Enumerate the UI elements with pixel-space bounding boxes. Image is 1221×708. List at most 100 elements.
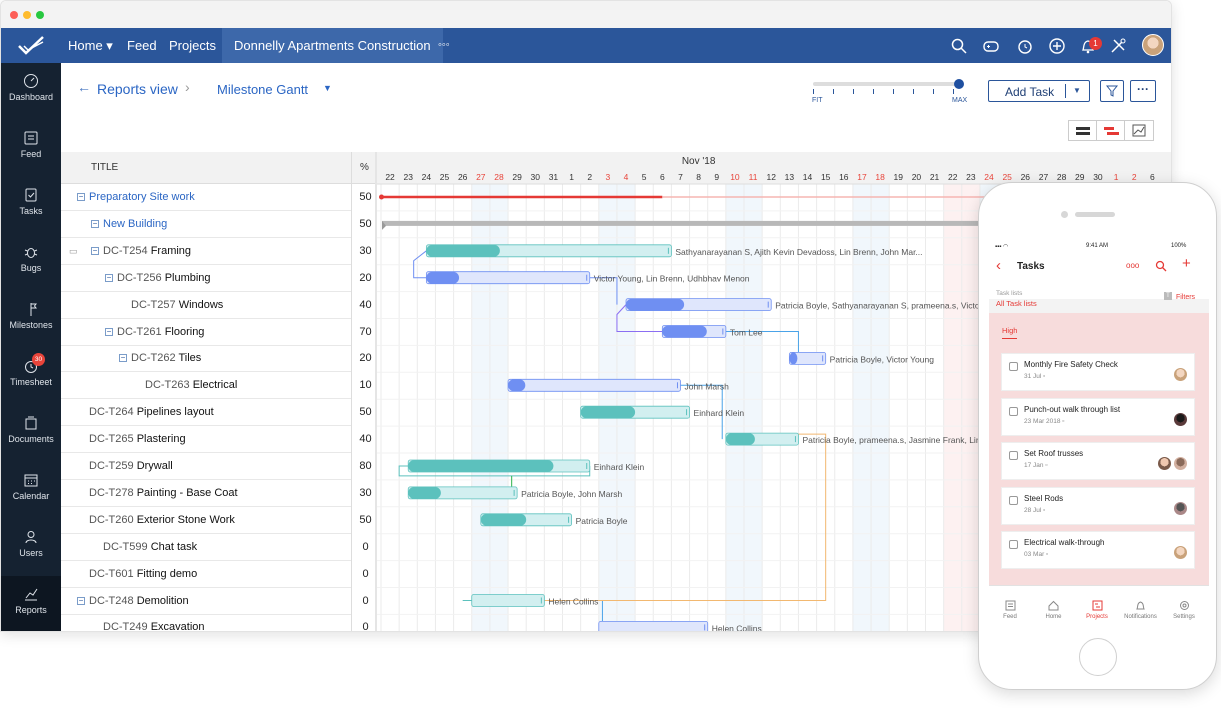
task-name[interactable]: Preparatory Site work <box>89 191 195 203</box>
collapse-toggle-icon[interactable]: − <box>105 326 113 336</box>
task-name[interactable]: Plumbing <box>164 271 211 284</box>
table-row[interactable]: − Preparatory Site work <box>61 184 351 211</box>
collapse-toggle-icon[interactable]: − <box>77 192 85 202</box>
task-bar[interactable] <box>507 378 681 392</box>
nav-feed[interactable]: Feed <box>127 38 157 53</box>
table-row[interactable]: − New Building <box>61 211 351 238</box>
tools-icon[interactable] <box>1109 37 1127 55</box>
task-name[interactable]: Demolition <box>136 594 189 607</box>
table-row[interactable]: DC-T278 Painting - Base Coat <box>61 480 351 507</box>
table-row[interactable]: ▭ − DC-T254 Framing <box>61 238 351 265</box>
phone-tab-feed[interactable]: Feed <box>990 599 1030 620</box>
close-window-icon[interactable] <box>10 11 18 19</box>
add-task-dropdown-icon[interactable]: ▼ <box>1073 86 1081 95</box>
table-row[interactable]: − DC-T256 Plumbing <box>61 265 351 292</box>
table-row[interactable]: DC-T249 Excavation <box>61 614 351 632</box>
user-avatar[interactable] <box>1142 34 1164 56</box>
task-name[interactable]: Exterior Stone Work <box>136 513 235 526</box>
collapse-toggle-icon[interactable]: − <box>105 272 113 282</box>
sidebar-item-bugs[interactable]: Bugs <box>1 234 61 291</box>
phone-task-item[interactable]: Punch-out walk through list 23 Mar 2018 ▫ <box>1001 397 1195 436</box>
sidebar-item-dashboard[interactable]: Dashboard <box>1 63 61 120</box>
task-bar[interactable] <box>598 621 709 632</box>
view-dropdown-icon[interactable]: ▼ <box>323 83 332 93</box>
app-logo-icon[interactable] <box>17 34 47 57</box>
task-name[interactable]: Excavation <box>150 621 205 632</box>
table-row[interactable]: − DC-T262 Tiles <box>61 345 351 373</box>
sidebar-item-tasks[interactable]: Tasks <box>1 177 61 234</box>
sidebar-item-calendar[interactable]: Calendar <box>1 462 61 519</box>
phone-back-icon[interactable]: ‹ <box>996 257 1001 274</box>
all-task-lists-link[interactable]: All Task lists <box>996 299 1037 308</box>
table-row[interactable]: DC-T265 Plastering <box>61 426 351 454</box>
phone-search-icon[interactable] <box>1155 260 1167 272</box>
phone-more-icon[interactable]: ooo <box>1126 261 1140 270</box>
nav-project-title[interactable]: Donnelly Apartments Construction <box>222 28 443 63</box>
collapse-toggle-icon[interactable]: − <box>77 595 85 605</box>
task-name[interactable]: Electrical <box>192 379 238 392</box>
maximize-window-icon[interactable] <box>36 11 44 19</box>
sidebar-item-timesheet[interactable]: Timesheet 30 <box>1 348 61 405</box>
task-bar[interactable] <box>471 594 545 607</box>
sidebar-item-milestones[interactable]: Milestones <box>1 291 61 348</box>
task-name[interactable]: Tiles <box>178 352 202 365</box>
task-name[interactable]: Plastering <box>136 433 186 446</box>
phone-add-icon[interactable]: + <box>1182 255 1191 272</box>
task-name[interactable]: Flooring <box>164 325 205 338</box>
table-row[interactable]: − DC-T261 Flooring <box>61 319 351 346</box>
table-row[interactable]: DC-T260 Exterior Stone Work <box>61 507 351 534</box>
add-task-button[interactable]: Add Task ▼ <box>988 80 1090 102</box>
task-name[interactable]: Painting - Base Coat <box>136 486 238 499</box>
gamepad-icon[interactable] <box>982 37 1000 55</box>
task-name[interactable]: Fitting demo <box>136 567 198 580</box>
chart-view-icon[interactable] <box>1125 121 1153 140</box>
nav-projects[interactable]: Projects <box>169 38 216 53</box>
collapse-toggle-icon[interactable]: − <box>91 218 99 228</box>
phone-filter-icon[interactable]: T <box>1164 292 1172 300</box>
task-checkbox[interactable] <box>1009 362 1018 371</box>
back-arrow-icon[interactable]: ← <box>77 79 91 95</box>
table-row[interactable]: DC-T264 Pipelines layout <box>61 399 351 427</box>
sidebar-item-users[interactable]: Users <box>1 519 61 576</box>
comment-icon[interactable]: ▭ <box>69 245 78 256</box>
task-name[interactable]: Drywall <box>136 460 173 472</box>
table-row[interactable]: DC-T599 Chat task <box>61 534 351 561</box>
nav-home[interactable]: Home ▾ <box>68 38 113 53</box>
table-row[interactable]: DC-T257 Windows <box>61 292 351 319</box>
alarm-clock-icon[interactable] <box>1016 37 1034 55</box>
task-name[interactable]: Pipelines layout <box>136 406 214 419</box>
nav-more-icon[interactable]: ◦◦◦ <box>438 39 450 51</box>
phone-tab-home[interactable]: Home <box>1034 599 1074 620</box>
task-name[interactable]: Windows <box>178 298 224 311</box>
view-selector[interactable]: Milestone Gantt <box>217 82 309 97</box>
breadcrumb-reports-view[interactable]: Reports view <box>97 81 178 97</box>
phone-task-item[interactable]: Electrical walk-through 03 Mar ▫ <box>1001 531 1195 569</box>
phone-tab-settings[interactable]: Settings <box>1164 599 1204 620</box>
collapse-toggle-icon[interactable]: − <box>91 245 99 255</box>
gantt-view-icon[interactable] <box>1097 121 1125 140</box>
task-name[interactable]: Framing <box>150 244 192 257</box>
table-row[interactable]: DC-T259 Drywall <box>61 453 351 480</box>
phone-filters-button[interactable]: Filters <box>1176 294 1196 301</box>
sidebar-item-documents[interactable]: Documents <box>1 405 61 462</box>
phone-task-item[interactable]: Steel Rods 28 Jul ▫ <box>1001 486 1195 525</box>
task-checkbox[interactable] <box>1009 540 1018 549</box>
phone-task-item[interactable]: Set Roof trusses 17 Jan ▫ <box>1001 442 1195 480</box>
add-circle-icon[interactable] <box>1048 37 1066 55</box>
bar-view-icon[interactable] <box>1069 121 1097 140</box>
task-name[interactable]: Chat task <box>150 540 198 553</box>
priority-tab-high[interactable]: High <box>1002 326 1018 339</box>
phone-tab-notifications[interactable]: Notifications <box>1121 599 1161 620</box>
sidebar-item-feed[interactable]: Feed <box>1 120 61 177</box>
task-checkbox[interactable] <box>1009 495 1018 505</box>
search-icon[interactable] <box>950 37 968 55</box>
more-options-button[interactable]: ··· <box>1130 80 1156 102</box>
minimize-window-icon[interactable] <box>23 11 31 19</box>
zoom-slider-handle[interactable] <box>954 79 964 89</box>
zoom-slider-track[interactable] <box>813 82 961 86</box>
filter-button[interactable] <box>1100 80 1124 102</box>
table-row[interactable]: DC-T263 Electrical <box>61 372 351 400</box>
table-row[interactable]: − DC-T248 Demolition <box>61 588 351 615</box>
task-checkbox[interactable] <box>1009 406 1018 416</box>
task-checkbox[interactable] <box>1009 451 1018 460</box>
